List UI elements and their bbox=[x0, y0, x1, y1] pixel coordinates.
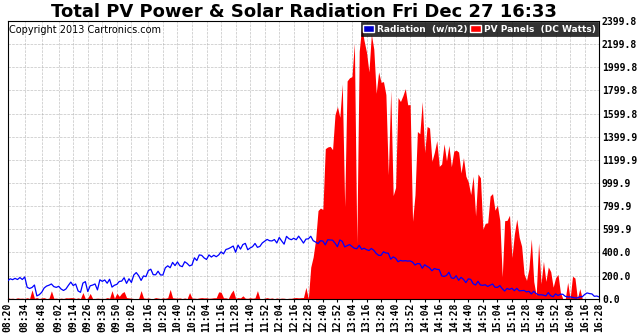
Title: Total PV Power & Solar Radiation Fri Dec 27 16:33: Total PV Power & Solar Radiation Fri Dec… bbox=[51, 3, 556, 21]
Legend: Radiation  (w/m2), PV Panels  (DC Watts): Radiation (w/m2), PV Panels (DC Watts) bbox=[361, 22, 598, 36]
Text: Copyright 2013 Cartronics.com: Copyright 2013 Cartronics.com bbox=[9, 25, 161, 35]
